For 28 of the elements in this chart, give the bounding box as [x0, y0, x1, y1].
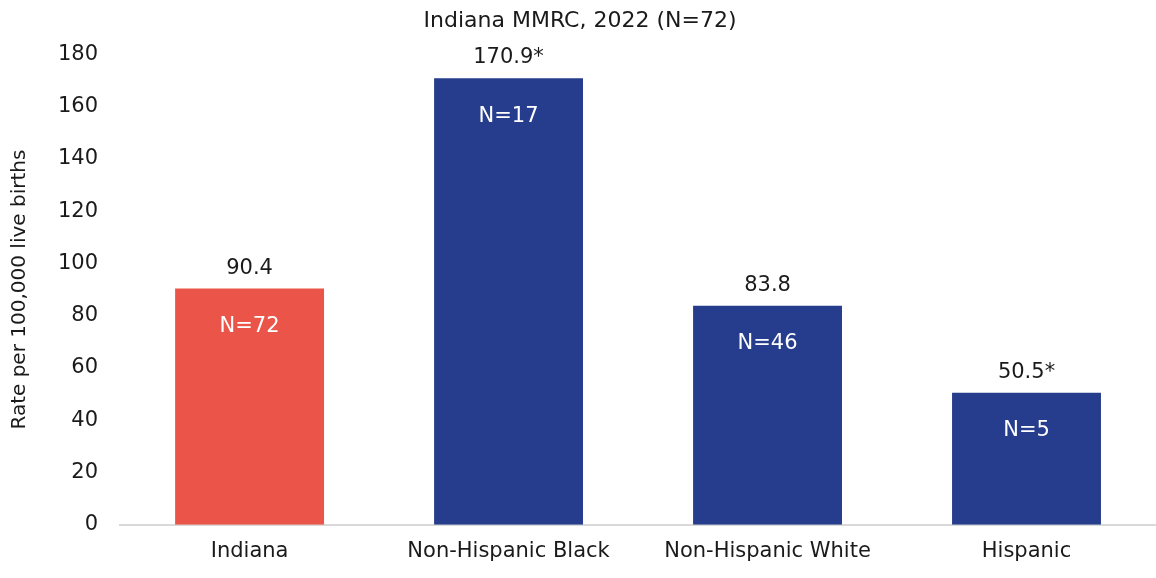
bar — [693, 305, 842, 525]
y-tick-label: 80 — [71, 302, 99, 327]
y-tick-label: 100 — [57, 249, 99, 274]
y-tick-label: 120 — [57, 197, 99, 222]
y-tick-label: 180 — [57, 40, 99, 65]
data-label: 83.8 — [744, 271, 791, 296]
y-tick-label: 20 — [71, 458, 99, 483]
data-label: 50.5* — [997, 358, 1056, 383]
annotation: N=5 — [1003, 417, 1050, 442]
x-tick-label: Non-Hispanic Black — [407, 537, 611, 562]
annotation: N=17 — [478, 102, 539, 127]
data-label: 90.4 — [226, 254, 273, 279]
x-tick-label: Indiana — [210, 537, 289, 562]
y-axis-title: Rate per 100,000 live births — [6, 149, 31, 430]
y-tick-label: 60 — [71, 354, 99, 379]
data-label: 170.9* — [473, 44, 544, 69]
y-tick-label: 160 — [57, 93, 99, 118]
chart-title: Indiana MMRC, 2022 (N=72) — [423, 6, 737, 32]
bar — [175, 288, 325, 525]
annotation: N=46 — [737, 330, 798, 355]
y-tick-label: 40 — [71, 406, 99, 431]
x-tick-label: Hispanic — [981, 537, 1072, 562]
annotation: N=72 — [219, 313, 280, 338]
bar — [952, 392, 1101, 525]
y-tick-label: 140 — [57, 145, 99, 170]
y-tick-label: 0 — [84, 511, 99, 536]
x-tick-label: Non-Hispanic White — [664, 537, 871, 562]
bar — [434, 78, 584, 525]
